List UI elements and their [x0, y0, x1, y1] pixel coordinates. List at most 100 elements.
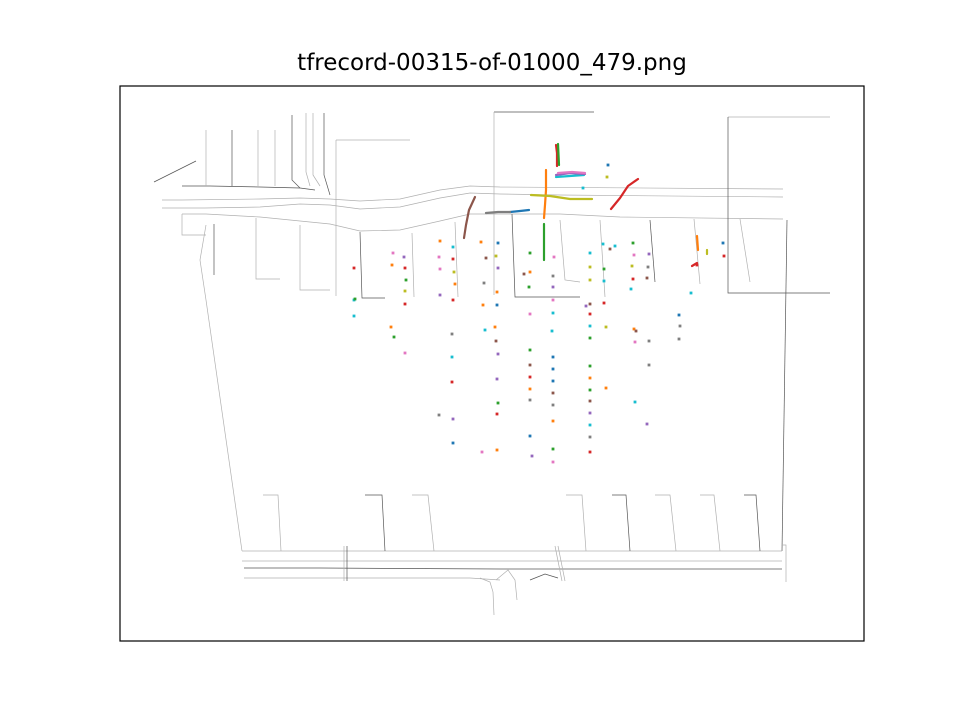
agent-point [677, 313, 681, 317]
agent-point [588, 336, 592, 340]
roadmap-line [244, 577, 501, 581]
roadmap-line [181, 214, 206, 236]
agent-point [482, 281, 486, 285]
agent-point [608, 247, 612, 251]
agent-point [601, 242, 605, 246]
trajectory-line [695, 234, 700, 252]
roadmap-line [739, 218, 751, 283]
roadmap-layer [153, 111, 830, 616]
roadmap-line [700, 494, 721, 552]
agent-point [722, 254, 726, 258]
agent-point [403, 266, 407, 270]
agent-point [604, 325, 608, 329]
agent-point [451, 245, 455, 249]
agent-point [602, 301, 606, 305]
agent-point [453, 282, 457, 286]
agent-point [483, 328, 487, 332]
roadmap-line [727, 117, 830, 294]
agent-point [551, 460, 555, 464]
agent-point [551, 447, 555, 451]
trajectory-line [529, 193, 594, 201]
agent-point [353, 297, 357, 301]
agent-point [634, 329, 638, 333]
agent-point [632, 253, 636, 257]
agent-point [402, 255, 406, 259]
agent-point [438, 293, 442, 297]
agent-point [647, 339, 651, 343]
agent-point [588, 364, 592, 368]
agent-point [450, 380, 454, 384]
roadmap-line [511, 213, 580, 298]
agent-point [496, 352, 500, 356]
agent-point [528, 398, 532, 402]
agent-point [451, 417, 455, 421]
agent-point [633, 400, 637, 404]
agent-point [392, 335, 396, 339]
agent-point [689, 291, 693, 295]
agent-point [551, 355, 555, 359]
agent-point [484, 256, 488, 260]
roadmap-line [612, 494, 631, 552]
agent-point [552, 255, 556, 259]
agent-point [495, 448, 499, 452]
plot-frame [119, 85, 865, 642]
roadmap-line [557, 545, 566, 582]
trajectory-line [554, 143, 559, 168]
roadmap-line [153, 160, 197, 183]
roadmap-line [255, 218, 280, 280]
roadmap-line [649, 219, 656, 283]
agent-point [494, 254, 498, 258]
roadmap-line [479, 577, 495, 616]
agent-point [403, 302, 407, 306]
agent-point [451, 441, 455, 445]
roadmap-line [566, 494, 587, 552]
agent-point [438, 267, 442, 271]
agent-point [602, 267, 606, 271]
roadmap-line [312, 113, 321, 187]
agent-point [403, 289, 407, 293]
agent-point [631, 241, 635, 245]
agent-point [479, 240, 483, 244]
agent-point [551, 391, 555, 395]
agent-point [613, 244, 617, 248]
agent-point [551, 274, 555, 278]
agent-point [605, 175, 609, 179]
roadmap-line [559, 219, 581, 283]
agent-point [528, 312, 532, 316]
trajectory-line [484, 210, 512, 215]
agent-point [403, 351, 407, 355]
agent-point [391, 251, 395, 255]
agent-point [647, 363, 651, 367]
agent-point [522, 272, 526, 276]
agent-point [495, 412, 499, 416]
agent-point [588, 278, 592, 282]
agent-point [437, 255, 441, 259]
agent-point [551, 311, 555, 315]
trajectory-line [609, 177, 640, 211]
agent-point [602, 279, 606, 283]
agent-point [451, 257, 455, 261]
agent-point [588, 450, 592, 454]
agent-point [528, 270, 532, 274]
agent-point [630, 264, 634, 268]
roadmap-line [554, 545, 563, 582]
agent-point [677, 337, 681, 341]
agent-point [645, 422, 649, 426]
agent-point [352, 314, 356, 318]
agent-point [588, 423, 592, 427]
agent-point [480, 450, 484, 454]
agent-point [527, 285, 531, 289]
agent-point [584, 304, 588, 308]
trajectory-line [554, 173, 586, 179]
agent-point [451, 298, 455, 302]
agent-point [588, 302, 592, 306]
agent-point [550, 329, 554, 333]
roadmap-line [693, 218, 701, 285]
agent-point [588, 388, 592, 392]
roadmap-line [263, 494, 282, 552]
agent-point [632, 327, 636, 331]
agent-point [588, 312, 592, 316]
agent-point [528, 434, 532, 438]
agent-point [606, 163, 610, 167]
